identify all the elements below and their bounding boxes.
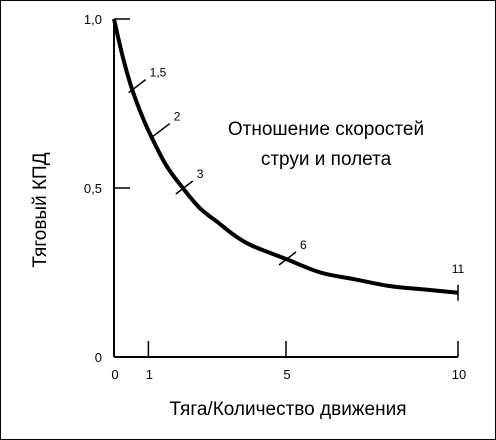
x-tick-label: 10 bbox=[452, 367, 466, 382]
annotation-tick bbox=[175, 180, 194, 195]
x-tick-label: 5 bbox=[283, 367, 290, 382]
annotations: 1,5 2 3 6 11 bbox=[128, 66, 465, 301]
y-tick-label: 0,5 bbox=[84, 181, 102, 196]
legend-line-1: Отношение скоростей bbox=[228, 119, 424, 140]
legend-line-2: струи и полета bbox=[261, 149, 392, 170]
annotation-label: 3 bbox=[197, 167, 204, 181]
annotation-label: 6 bbox=[300, 238, 307, 252]
annotation-tick bbox=[152, 122, 171, 138]
annotation-tick bbox=[278, 251, 297, 266]
annotation-label: 1,5 bbox=[150, 66, 167, 80]
series-layer bbox=[112, 18, 459, 295]
annotation-label: 2 bbox=[174, 110, 181, 124]
annotation-tick bbox=[128, 79, 147, 94]
ticks: 0 1 5 10 0 0,5 1,0 bbox=[84, 12, 466, 382]
efficiency-curve bbox=[112, 18, 459, 295]
y-axis-title: Тяговый КПД bbox=[30, 152, 51, 267]
x-tick-label: 1 bbox=[146, 367, 153, 382]
annotation-label: 11 bbox=[452, 262, 465, 276]
x-tick-label: 0 bbox=[111, 367, 118, 382]
y-tick-label: 0 bbox=[95, 350, 102, 365]
y-tick-label: 1,0 bbox=[84, 12, 102, 27]
x-axis-title: Тяга/Количество движения bbox=[170, 399, 407, 420]
